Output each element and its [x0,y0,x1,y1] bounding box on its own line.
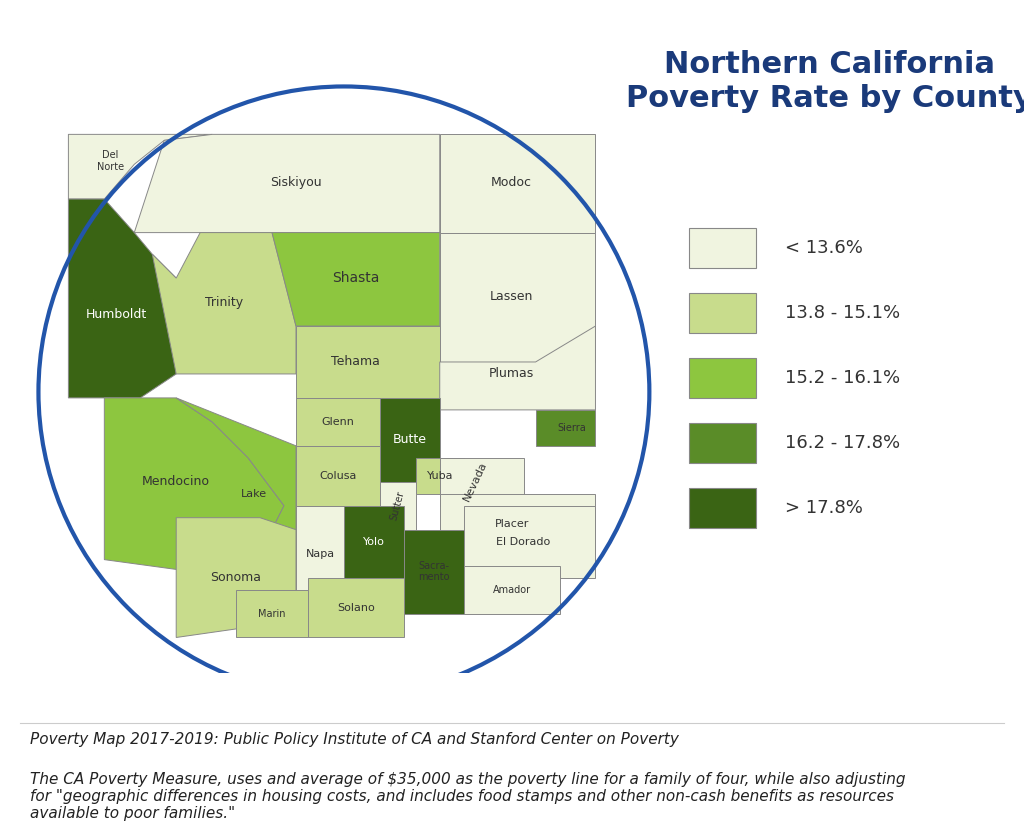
Text: Del
Norte: Del Norte [96,150,124,171]
Text: Plumas: Plumas [489,367,535,381]
Polygon shape [416,458,464,494]
Text: Shasta: Shasta [332,271,380,285]
Polygon shape [104,398,284,578]
FancyBboxPatch shape [689,423,756,463]
Polygon shape [176,398,296,566]
Text: 15.2 - 16.1%: 15.2 - 16.1% [785,369,900,387]
Text: Amador: Amador [493,584,530,594]
Polygon shape [344,506,403,578]
FancyBboxPatch shape [689,228,756,268]
Polygon shape [464,566,559,613]
Text: The CA Poverty Measure, uses and average of $35,000 as the poverty line for a fa: The CA Poverty Measure, uses and average… [31,771,906,821]
Polygon shape [464,506,596,578]
Polygon shape [380,482,416,529]
FancyBboxPatch shape [689,357,756,398]
FancyBboxPatch shape [689,488,756,529]
Polygon shape [439,494,596,553]
Text: Modoc: Modoc [492,176,532,189]
Polygon shape [296,506,344,602]
Polygon shape [380,398,439,482]
Text: Napa: Napa [305,548,335,558]
Text: 16.2 - 17.8%: 16.2 - 17.8% [785,434,900,452]
Text: El Dorado: El Dorado [497,537,551,547]
Text: Placer: Placer [495,519,528,529]
Text: Poverty Map 2017-2019: Public Policy Institute of CA and Stanford Center on Pove: Poverty Map 2017-2019: Public Policy Ins… [31,731,679,746]
Text: Glenn: Glenn [322,417,354,427]
Text: Lassen: Lassen [489,289,534,302]
Polygon shape [439,458,523,506]
Polygon shape [176,518,296,637]
Text: Sutter: Sutter [389,489,407,522]
Text: Sonoma: Sonoma [211,571,261,584]
Text: Siskiyou: Siskiyou [270,176,322,189]
Polygon shape [296,445,380,506]
Text: Northern California
Poverty Rate by County: Northern California Poverty Rate by Coun… [626,50,1024,113]
Polygon shape [69,135,212,199]
Text: Sierra: Sierra [557,423,586,433]
Text: Solano: Solano [337,602,375,612]
Text: Nevada: Nevada [462,460,489,504]
FancyBboxPatch shape [689,293,756,333]
Polygon shape [296,398,380,445]
Text: Trinity: Trinity [205,296,243,308]
Text: Yolo: Yolo [362,537,385,547]
Polygon shape [439,135,596,233]
Polygon shape [134,135,439,233]
Polygon shape [69,199,176,398]
Text: Marin: Marin [258,608,286,618]
Text: > 17.8%: > 17.8% [785,499,863,517]
Text: Butte: Butte [393,433,427,446]
Polygon shape [237,589,308,637]
Text: Colusa: Colusa [319,471,356,481]
Polygon shape [439,233,596,362]
Text: Sacra-
mento: Sacra- mento [418,561,450,583]
Polygon shape [153,233,296,374]
Polygon shape [308,578,403,637]
Polygon shape [296,326,439,398]
Text: 13.8 - 15.1%: 13.8 - 15.1% [785,304,900,322]
Polygon shape [272,233,439,326]
Text: < 13.6%: < 13.6% [785,239,863,257]
Polygon shape [403,529,464,613]
Text: Mendocino: Mendocino [142,475,210,489]
Polygon shape [536,410,596,445]
Text: Humboldt: Humboldt [86,307,146,321]
Text: Lake: Lake [241,489,267,499]
Polygon shape [439,326,596,410]
Text: Tehama: Tehama [332,356,380,368]
Text: Yuba: Yuba [426,471,453,481]
